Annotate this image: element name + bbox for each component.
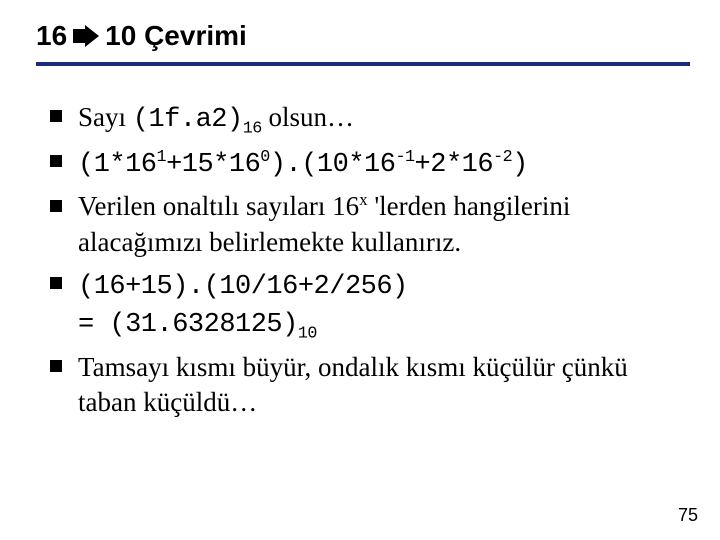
- mono-text: +2*16: [415, 150, 494, 180]
- mono-text: +15*16: [166, 150, 260, 180]
- subscript: 10: [298, 325, 317, 344]
- superscript: -2: [493, 148, 512, 167]
- superscript: x: [359, 190, 367, 209]
- list-item: Tamsayı kısmı büyür, ondalık kısmı küçül…: [50, 350, 690, 421]
- text: Verilen onaltılı sayıları 16: [78, 191, 359, 221]
- superscript: 1: [157, 148, 167, 167]
- horizontal-rule: [36, 62, 690, 66]
- page-number: 75: [678, 505, 698, 526]
- text: olsun…: [262, 102, 354, 132]
- title-left: 16: [36, 20, 67, 52]
- mono-text: (1f.a2): [133, 105, 243, 135]
- mono-text: = (31.6328125): [78, 310, 298, 340]
- list-item: (1*161+15*160).(10*16-1+2*16-2): [50, 145, 690, 184]
- mono-text: ): [512, 150, 528, 180]
- slide: 16 10 Çevrimi Sayı (1f.a2)16 olsun… (1*1…: [0, 0, 720, 540]
- subscript: 16: [243, 119, 262, 138]
- list-item: Verilen onaltılı sayıları 16x 'lerden ha…: [50, 189, 690, 260]
- mono-text: ).(10*16: [270, 150, 396, 180]
- list-item: Sayı (1f.a2)16 olsun…: [50, 100, 690, 139]
- list-item: (16+15).(10/16+2/256) = (31.6328125)10: [50, 267, 690, 344]
- slide-body: Sayı (1f.a2)16 olsun… (1*161+15*160).(10…: [36, 100, 690, 421]
- bullet-list: Sayı (1f.a2)16 olsun… (1*161+15*160).(10…: [50, 100, 690, 421]
- text: Sayı: [78, 102, 133, 132]
- text: Tamsayı kısmı büyür, ondalık kısmı küçül…: [78, 352, 628, 418]
- arrow-right-icon: [73, 20, 99, 52]
- superscript: -1: [395, 148, 414, 167]
- slide-title: 16 10 Çevrimi: [36, 20, 690, 52]
- mono-text: (16+15).(10/16+2/256): [78, 272, 408, 302]
- superscript: 0: [260, 148, 270, 167]
- title-right: 10 Çevrimi: [105, 20, 247, 52]
- mono-text: (1*16: [78, 150, 157, 180]
